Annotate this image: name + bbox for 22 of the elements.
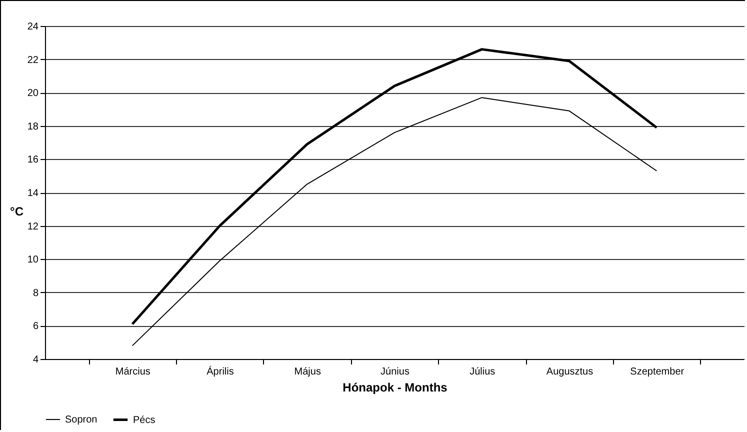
x-tick-label: Június (380, 366, 410, 378)
x-axis-title: Hónapok - Months (342, 380, 448, 394)
x-tick-label: Március (115, 366, 150, 378)
y-tick-label: 22 (27, 54, 39, 66)
y-tick-label: 14 (27, 188, 39, 199)
x-tick-label: Május (294, 366, 321, 378)
y-tick-label: 18 (27, 121, 39, 132)
y-tick-label: 24 (27, 22, 39, 32)
y-tick-label: 12 (27, 221, 39, 232)
y-tick-label: 8 (32, 288, 39, 299)
y-tick-label: 6 (32, 321, 39, 332)
y-axis-title: °C (10, 204, 24, 218)
x-tick-label: Április (206, 366, 234, 378)
x-tick-label: Szeptember (630, 366, 685, 378)
y-tick-label: 10 (27, 254, 39, 266)
legend-label: Pécs (133, 414, 156, 426)
y-tick-label: 20 (27, 88, 39, 100)
y-tick-label: 4 (32, 354, 39, 366)
y-tick-label: 16 (27, 154, 39, 166)
x-tick-label: Augusztus (546, 366, 594, 378)
legend-label: Sopron (65, 414, 98, 426)
x-tick-label: Július (470, 366, 496, 378)
